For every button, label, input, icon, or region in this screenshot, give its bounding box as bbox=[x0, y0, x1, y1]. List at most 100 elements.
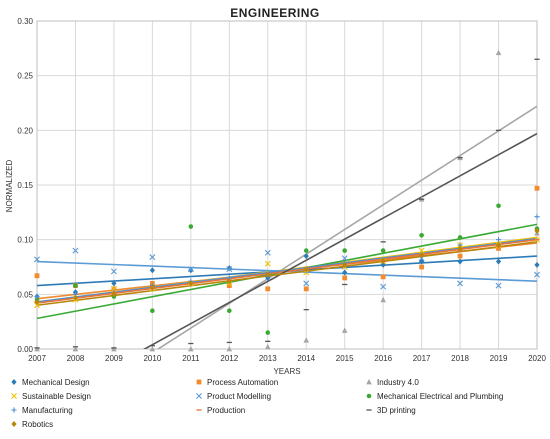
data-point-product-modelling bbox=[110, 268, 117, 275]
data-point-product-modelling bbox=[380, 283, 387, 290]
data-point-robotics bbox=[72, 294, 79, 301]
data-point-mechanical-electrical-and-plumbing bbox=[73, 283, 78, 288]
data-point-sustainable-design bbox=[264, 260, 271, 267]
y-tick-label: 0.15 bbox=[17, 181, 33, 190]
legend: Mechanical Design Process Automation Indus… bbox=[11, 378, 503, 429]
plot-area bbox=[36, 20, 538, 350]
data-point-sustainable-design bbox=[34, 302, 40, 309]
y-tick-label: 0.05 bbox=[17, 290, 33, 299]
data-point-robotics bbox=[303, 266, 309, 273]
x-tick-label: 2010 bbox=[143, 354, 161, 363]
data-point-product-modelling bbox=[149, 254, 156, 261]
legend-item-3d-printing: 3D printing bbox=[366, 406, 416, 415]
legend-marker-manufacturing bbox=[11, 407, 17, 413]
x-tick-label: 2014 bbox=[297, 354, 315, 363]
data-point-mechanical-design bbox=[226, 265, 232, 272]
data-point-industry-4-0 bbox=[188, 346, 194, 352]
data-point-product-modelling bbox=[303, 280, 310, 287]
data-point-process-automation bbox=[496, 246, 501, 251]
legend-marker-robotics bbox=[11, 421, 17, 427]
legend-label: Process Automation bbox=[207, 378, 278, 387]
data-point-robotics bbox=[419, 251, 425, 258]
data-point-product-modelling bbox=[187, 266, 194, 273]
legend-item-manufacturing: Manufacturing bbox=[11, 406, 73, 415]
data-point-mechanical-electrical-and-plumbing bbox=[227, 308, 232, 314]
legend-marker-product-modelling bbox=[196, 393, 202, 399]
x-tick-label: 2013 bbox=[259, 354, 277, 363]
data-point-mechanical-electrical-and-plumbing bbox=[303, 248, 309, 253]
legend-item-sustainable-design: Sustainable Design bbox=[11, 392, 91, 401]
x-tick-label: 2007 bbox=[28, 354, 46, 363]
data-point-product-modelling bbox=[534, 271, 540, 278]
data-point-robotics bbox=[34, 298, 40, 305]
legend-item-mechanical-electrical-and-plumbing: Mechanical Electrical and Plumbing bbox=[366, 392, 503, 401]
data-point-robotics bbox=[495, 242, 502, 249]
data-point-robotics bbox=[265, 271, 271, 278]
x-axis-label: YEARS bbox=[273, 367, 300, 376]
data-point-industry-4-0 bbox=[149, 346, 156, 352]
legend-label: Production bbox=[207, 406, 245, 415]
x-tick-label: 2009 bbox=[105, 354, 123, 363]
data-point-product-modelling bbox=[72, 247, 79, 254]
data-point-robotics bbox=[226, 278, 232, 285]
data-point-mechanical-electrical-and-plumbing bbox=[457, 235, 463, 240]
legend-marker-industry-4-0 bbox=[366, 379, 372, 385]
trendline-3d-printing bbox=[142, 132, 537, 349]
data-point-mechanical-electrical-and-plumbing bbox=[419, 232, 424, 238]
data-point-robotics bbox=[188, 280, 194, 287]
data-point-process-automation bbox=[303, 286, 309, 292]
data-point-process-automation bbox=[457, 253, 463, 259]
y-tick-label: 0.10 bbox=[17, 236, 33, 245]
data-point-industry-4-0 bbox=[264, 343, 271, 350]
data-point-industry-4-0 bbox=[34, 346, 40, 352]
data-point-mechanical-electrical-and-plumbing bbox=[342, 248, 347, 253]
legend-label: Sustainable Design bbox=[22, 392, 91, 401]
trend-lines bbox=[37, 105, 537, 349]
data-point-mechanical-electrical-and-plumbing bbox=[265, 330, 271, 335]
data-point-industry-4-0 bbox=[495, 49, 502, 56]
data-point-industry-4-0 bbox=[226, 346, 233, 352]
data-point-mechanical-design bbox=[342, 269, 348, 276]
data-point-sustainable-design bbox=[110, 285, 117, 292]
legend-item-product-modelling: Product Modelling bbox=[196, 392, 271, 401]
data-point-robotics bbox=[149, 284, 155, 291]
data-point-process-automation bbox=[265, 286, 271, 292]
data-point-industry-4-0 bbox=[111, 346, 117, 352]
data-point-industry-4-0 bbox=[303, 337, 310, 343]
data-point-manufacturing bbox=[495, 237, 502, 243]
data-point-mechanical-design bbox=[534, 261, 540, 268]
data-point-product-modelling bbox=[341, 255, 348, 262]
data-point-manufacturing bbox=[34, 293, 40, 300]
data-point-robotics bbox=[111, 291, 117, 298]
data-point-mechanical-electrical-and-plumbing bbox=[380, 248, 386, 253]
y-axis-label: NORMALIZED bbox=[5, 160, 14, 213]
y-tick-label: 0.30 bbox=[17, 17, 33, 26]
x-tick-label: 2008 bbox=[67, 354, 85, 363]
legend-marker-process-automation bbox=[196, 379, 202, 385]
legend-item-process-automation: Process Automation bbox=[196, 378, 278, 387]
data-point-robotics bbox=[342, 261, 348, 268]
x-tick-label: 2012 bbox=[220, 354, 238, 363]
grid bbox=[36, 20, 538, 350]
data-point-product-modelling bbox=[457, 280, 464, 287]
legend-marker-mechanical-electrical-and-plumbing bbox=[366, 393, 372, 399]
data-point-product-modelling bbox=[34, 256, 40, 263]
x-tick-label: 2011 bbox=[182, 354, 200, 363]
data-points bbox=[34, 49, 540, 352]
axes: 0.00 0.05 0.10 0.15 0.20 0.25 0.30 2007 2008 2009… bbox=[17, 17, 546, 363]
data-point-product-modelling bbox=[226, 266, 233, 273]
data-point-process-automation bbox=[226, 283, 232, 288]
legend-item-mechanical-design: Mechanical Design bbox=[11, 378, 90, 387]
data-point-mechanical-design bbox=[419, 258, 425, 265]
data-point-product-modelling bbox=[495, 282, 502, 289]
data-point-process-automation bbox=[380, 274, 386, 280]
legend-label: Mechanical Design bbox=[22, 378, 90, 387]
legend-item-robotics: Robotics bbox=[11, 420, 53, 429]
legend-label: Mechanical Electrical and Plumbing bbox=[377, 392, 503, 401]
legend-item-production: Production bbox=[196, 406, 245, 415]
legend-label: Manufacturing bbox=[22, 406, 73, 415]
data-point-mechanical-design bbox=[380, 261, 386, 268]
trendline-robotics bbox=[37, 241, 537, 307]
